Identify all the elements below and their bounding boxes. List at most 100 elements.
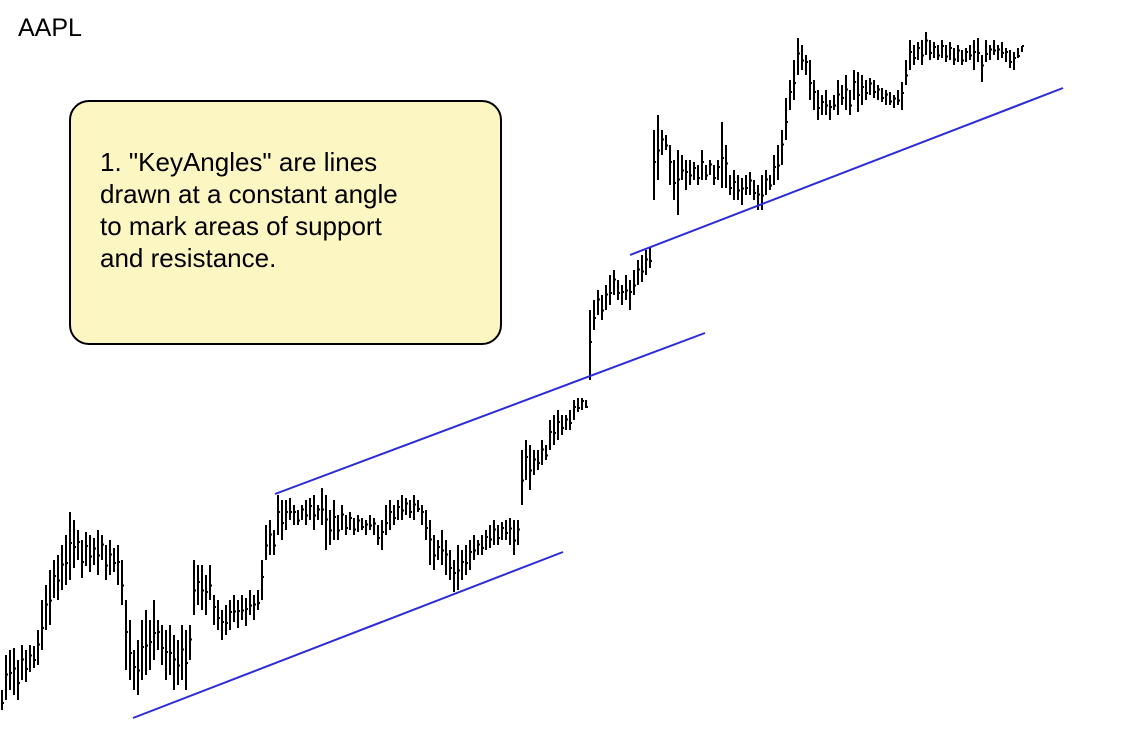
price-bar — [533, 450, 536, 475]
price-bar — [125, 600, 128, 670]
price-bar — [325, 495, 328, 550]
price-bar — [501, 522, 504, 540]
price-bar — [485, 530, 488, 550]
price-bar — [369, 515, 372, 530]
price-bar — [1013, 52, 1016, 70]
price-bar — [729, 175, 732, 195]
price-bar — [469, 540, 472, 570]
price-bar — [113, 548, 116, 572]
price-bar — [885, 90, 888, 105]
price-bar — [373, 518, 376, 535]
price-bar — [49, 570, 52, 625]
price-bar — [653, 130, 656, 200]
price-bar — [65, 535, 68, 585]
price-bar — [185, 630, 188, 690]
price-bar — [777, 145, 780, 180]
price-bar — [241, 595, 244, 620]
price-bar — [461, 550, 464, 580]
price-bar — [473, 535, 476, 560]
price-bar — [673, 160, 676, 200]
price-bar — [785, 98, 788, 140]
price-bar — [333, 500, 336, 540]
price-bar — [441, 530, 444, 565]
price-bar — [625, 275, 628, 300]
price-bar — [585, 400, 588, 408]
price-bar — [561, 415, 564, 435]
price-bar — [413, 495, 416, 520]
price-bar — [313, 495, 316, 530]
price-bar — [353, 518, 356, 535]
price-bars — [1, 32, 1024, 710]
price-bar — [93, 538, 96, 565]
price-bar — [1017, 48, 1020, 58]
price-bar — [609, 275, 612, 305]
price-bar — [29, 645, 32, 672]
price-bar — [545, 445, 548, 460]
price-bar — [465, 545, 468, 575]
price-bar — [165, 630, 168, 680]
price-bar — [513, 520, 516, 555]
price-bar — [569, 410, 572, 430]
price-bar — [613, 270, 616, 295]
price-bar — [133, 650, 136, 690]
price-bar — [825, 90, 828, 115]
price-bar — [897, 90, 900, 105]
price-bar — [173, 635, 176, 690]
price-bar — [965, 48, 968, 62]
price-bar — [661, 130, 664, 155]
price-bar — [597, 290, 600, 315]
price-bar — [921, 40, 924, 65]
price-bar — [181, 625, 184, 680]
price-bar — [913, 45, 916, 65]
price-bar — [749, 172, 752, 195]
price-bar — [657, 115, 660, 180]
price-bar — [225, 605, 228, 635]
price-bar — [309, 498, 312, 520]
price-bar — [725, 145, 728, 188]
price-bar — [981, 55, 984, 82]
price-bar — [593, 300, 596, 330]
price-bar — [905, 60, 908, 85]
price-bar — [209, 565, 212, 600]
price-bar — [557, 410, 560, 440]
price-bar — [45, 585, 48, 630]
price-bar — [365, 520, 368, 535]
price-bar — [273, 530, 276, 555]
price-bar — [837, 80, 840, 115]
price-bar — [157, 620, 160, 650]
price-bar — [801, 45, 804, 70]
price-bar — [153, 600, 156, 660]
price-bar — [925, 32, 928, 55]
price-bar — [789, 80, 792, 110]
price-bar — [229, 600, 232, 630]
price-bar — [689, 160, 692, 185]
price-bar — [453, 560, 456, 592]
price-bar — [889, 92, 892, 105]
price-bar — [901, 82, 904, 110]
price-bar — [285, 500, 288, 530]
price-bar — [845, 75, 848, 110]
price-bar — [685, 160, 688, 190]
price-bar — [865, 80, 868, 100]
price-bar — [529, 445, 532, 490]
price-bar — [1001, 42, 1004, 58]
price-bar — [617, 280, 620, 300]
price-bar — [85, 532, 88, 566]
price-bar — [69, 512, 72, 580]
price-bar — [141, 620, 144, 680]
price-bar — [713, 165, 716, 185]
price-bar — [101, 535, 104, 560]
price-bar — [553, 415, 556, 445]
chart-title: AAPL — [18, 14, 82, 42]
price-bar — [973, 40, 976, 70]
price-bar — [821, 95, 824, 115]
price-bar — [989, 45, 992, 60]
price-bar — [833, 95, 836, 110]
price-bar — [277, 495, 280, 535]
price-bar — [249, 590, 252, 615]
price-bar — [425, 510, 428, 540]
price-bar — [21, 645, 24, 680]
price-bar — [849, 90, 852, 115]
price-bar — [521, 450, 524, 505]
